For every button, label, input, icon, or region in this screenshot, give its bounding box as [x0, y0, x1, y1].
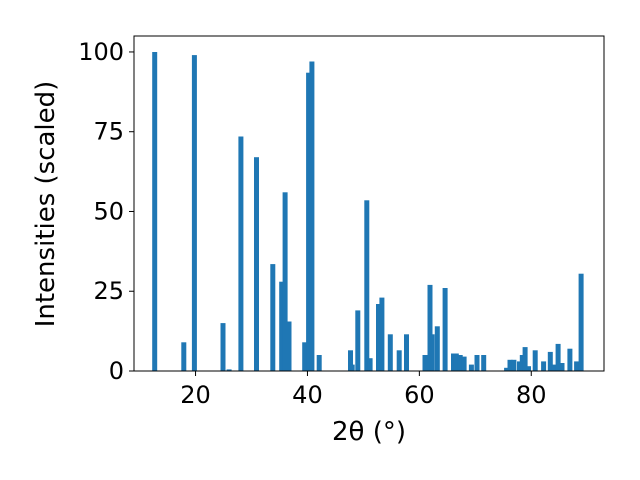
bar — [348, 350, 353, 371]
bar — [541, 361, 547, 371]
y-axis-ticks: 0 25 50 75 100 — [78, 38, 134, 385]
y-tick-label: 25 — [93, 277, 124, 305]
bar — [306, 72, 312, 371]
bar — [152, 52, 158, 371]
bar — [238, 136, 244, 371]
bar — [442, 288, 448, 371]
x-axis-label: 2θ (°) — [332, 417, 406, 447]
bar — [379, 297, 385, 371]
bar — [481, 355, 487, 371]
bar — [349, 364, 355, 371]
bar — [519, 355, 525, 371]
bar — [364, 200, 370, 371]
bar — [547, 351, 553, 371]
plot-frame — [133, 35, 605, 372]
bar — [511, 359, 517, 371]
bar — [422, 355, 428, 371]
x-tick-label: 80 — [516, 381, 547, 409]
bar — [522, 347, 528, 371]
bar — [551, 364, 557, 371]
bar — [429, 334, 435, 371]
bar — [220, 323, 226, 371]
bar — [404, 334, 409, 371]
bar — [453, 353, 459, 371]
bar — [559, 363, 565, 371]
bar — [279, 281, 285, 371]
bar — [451, 353, 456, 371]
bar — [517, 361, 522, 371]
x-tick-label: 60 — [404, 381, 435, 409]
y-tick-label: 75 — [93, 118, 124, 146]
bar — [578, 273, 584, 371]
bar — [507, 359, 513, 371]
bar — [316, 355, 322, 371]
bar — [567, 348, 573, 371]
bar — [457, 355, 463, 371]
bar — [526, 366, 531, 371]
bar — [355, 310, 361, 371]
bar — [555, 343, 561, 371]
y-tick-label: 50 — [93, 197, 124, 225]
bar — [376, 304, 381, 371]
bar — [574, 361, 580, 371]
bar — [434, 326, 440, 371]
bar — [474, 355, 480, 371]
bar — [387, 334, 393, 371]
bar — [270, 264, 276, 371]
x-tick-label: 20 — [180, 381, 211, 409]
y-axis-label: Intensities (scaled) — [31, 81, 61, 328]
bar — [427, 284, 433, 371]
bar — [468, 364, 474, 371]
bar — [504, 367, 510, 371]
bar — [532, 350, 538, 371]
bar — [282, 192, 288, 371]
bar — [309, 61, 315, 371]
bar — [396, 350, 402, 371]
bar — [254, 157, 259, 371]
bar — [302, 342, 308, 371]
bar — [367, 358, 373, 371]
bars-group — [152, 52, 584, 371]
y-tick-label: 0 — [109, 357, 124, 385]
x-tick-label: 40 — [292, 381, 323, 409]
bar — [181, 342, 187, 371]
x-axis-ticks: 20 40 60 80 — [180, 371, 547, 409]
bar — [461, 356, 467, 371]
bar — [191, 55, 197, 371]
bar — [226, 369, 232, 371]
y-tick-label: 100 — [78, 38, 124, 66]
bar — [286, 321, 292, 371]
